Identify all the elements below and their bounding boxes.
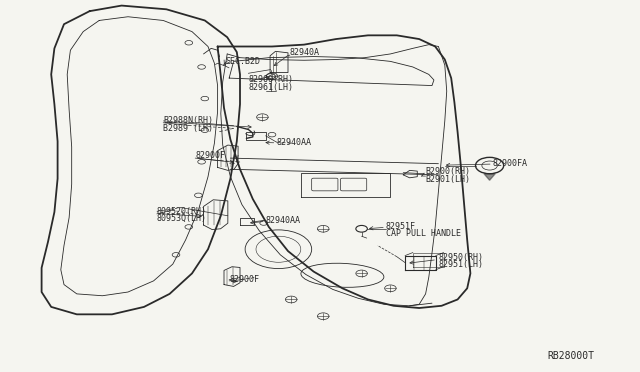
Text: 809520(RH): 809520(RH) [157,207,207,216]
Text: 80953Q(LH): 80953Q(LH) [157,214,207,223]
Text: 82940AA: 82940AA [276,138,312,147]
Text: 82960(RH): 82960(RH) [248,76,293,84]
Text: B2901(LH): B2901(LH) [426,175,470,184]
Text: 82940AA: 82940AA [266,216,301,225]
Text: B2900(RH): B2900(RH) [426,167,470,176]
Text: 82900F: 82900F [229,275,259,284]
Text: 82961(LH): 82961(LH) [248,83,293,92]
Polygon shape [484,174,495,180]
Text: 82900F: 82900F [195,151,225,160]
Text: 82950(RH): 82950(RH) [438,253,483,262]
Text: SEC.B2D: SEC.B2D [225,57,260,66]
Text: B2989 (LH): B2989 (LH) [163,124,213,133]
Text: CAP PULL HANDLE: CAP PULL HANDLE [386,229,461,238]
Text: 82900FA: 82900FA [493,159,528,168]
Text: B2988N(RH): B2988N(RH) [163,116,213,125]
Text: 82951F: 82951F [386,222,416,231]
Text: 82940A: 82940A [290,48,320,57]
Text: RB28000T: RB28000T [547,352,594,361]
Text: 82951(LH): 82951(LH) [438,260,483,269]
